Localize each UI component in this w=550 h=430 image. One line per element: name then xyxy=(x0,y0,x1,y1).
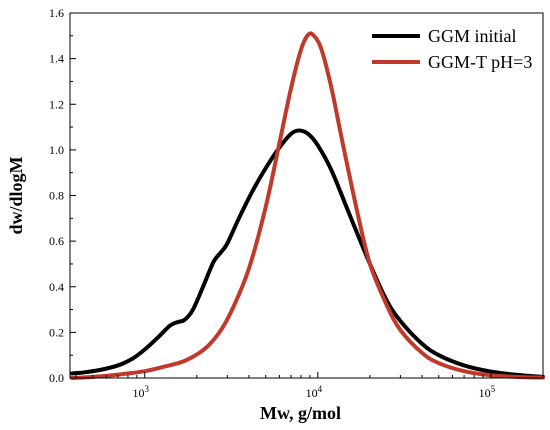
series-layer xyxy=(70,31,545,380)
y-axis-title: dw/dlogM xyxy=(6,156,26,234)
y-tick-label: 0.4 xyxy=(49,280,64,294)
x-axis-title: Mw, g/mol xyxy=(260,403,341,423)
y-tick-label: 1.2 xyxy=(49,97,64,111)
legend-label: GGM initial xyxy=(428,26,517,46)
y-axis: 0.0 0.2 0.4 0.6 0.8 1.0 1.2 1.4 1.6 xyxy=(49,6,76,385)
legend: GGM initial GGM-T pH=3 xyxy=(372,26,532,72)
y-tick-label: 0.6 xyxy=(49,234,64,248)
y-tick-label: 0.0 xyxy=(49,371,64,385)
y-tick-label: 1.4 xyxy=(49,52,64,66)
y-tick-label: 0.2 xyxy=(49,325,64,339)
x-axis: 103 104 105 xyxy=(75,372,544,400)
series-line-2 xyxy=(70,31,545,380)
series-line-1 xyxy=(70,128,545,379)
x-tick-label: 105 xyxy=(479,384,496,400)
y-tick-label: 1.0 xyxy=(49,143,64,157)
y-tick-label: 0.8 xyxy=(49,189,64,203)
x-tick-label: 103 xyxy=(132,384,149,400)
y-tick-label: 1.6 xyxy=(49,6,64,20)
legend-label: GGM-T pH=3 xyxy=(428,52,532,72)
x-tick-label: 104 xyxy=(306,384,323,400)
